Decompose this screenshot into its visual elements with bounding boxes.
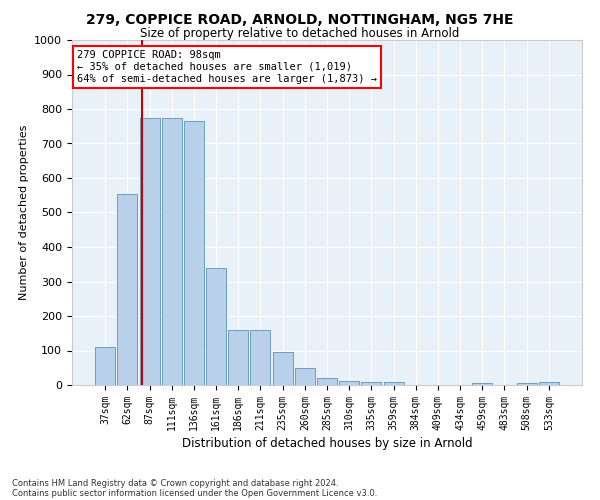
- Bar: [539, 382, 559, 385]
- Bar: [472, 384, 492, 385]
- Y-axis label: Number of detached properties: Number of detached properties: [19, 125, 29, 300]
- Text: 279, COPPICE ROAD, ARNOLD, NOTTINGHAM, NG5 7HE: 279, COPPICE ROAD, ARNOLD, NOTTINGHAM, N…: [86, 12, 514, 26]
- Bar: [339, 380, 359, 385]
- Bar: [517, 384, 536, 385]
- Bar: [162, 118, 182, 385]
- Bar: [95, 347, 115, 385]
- X-axis label: Distribution of detached houses by size in Arnold: Distribution of detached houses by size …: [182, 437, 472, 450]
- Bar: [250, 330, 271, 385]
- Bar: [184, 121, 204, 385]
- Bar: [228, 330, 248, 385]
- Text: Contains HM Land Registry data © Crown copyright and database right 2024.: Contains HM Land Registry data © Crown c…: [12, 478, 338, 488]
- Text: 279 COPPICE ROAD: 98sqm
← 35% of detached houses are smaller (1,019)
64% of semi: 279 COPPICE ROAD: 98sqm ← 35% of detache…: [77, 50, 377, 84]
- Bar: [317, 378, 337, 385]
- Bar: [140, 118, 160, 385]
- Bar: [118, 194, 137, 385]
- Bar: [361, 382, 382, 385]
- Text: Contains public sector information licensed under the Open Government Licence v3: Contains public sector information licen…: [12, 488, 377, 498]
- Bar: [295, 368, 315, 385]
- Bar: [383, 382, 404, 385]
- Text: Size of property relative to detached houses in Arnold: Size of property relative to detached ho…: [140, 28, 460, 40]
- Bar: [206, 268, 226, 385]
- Bar: [272, 352, 293, 385]
